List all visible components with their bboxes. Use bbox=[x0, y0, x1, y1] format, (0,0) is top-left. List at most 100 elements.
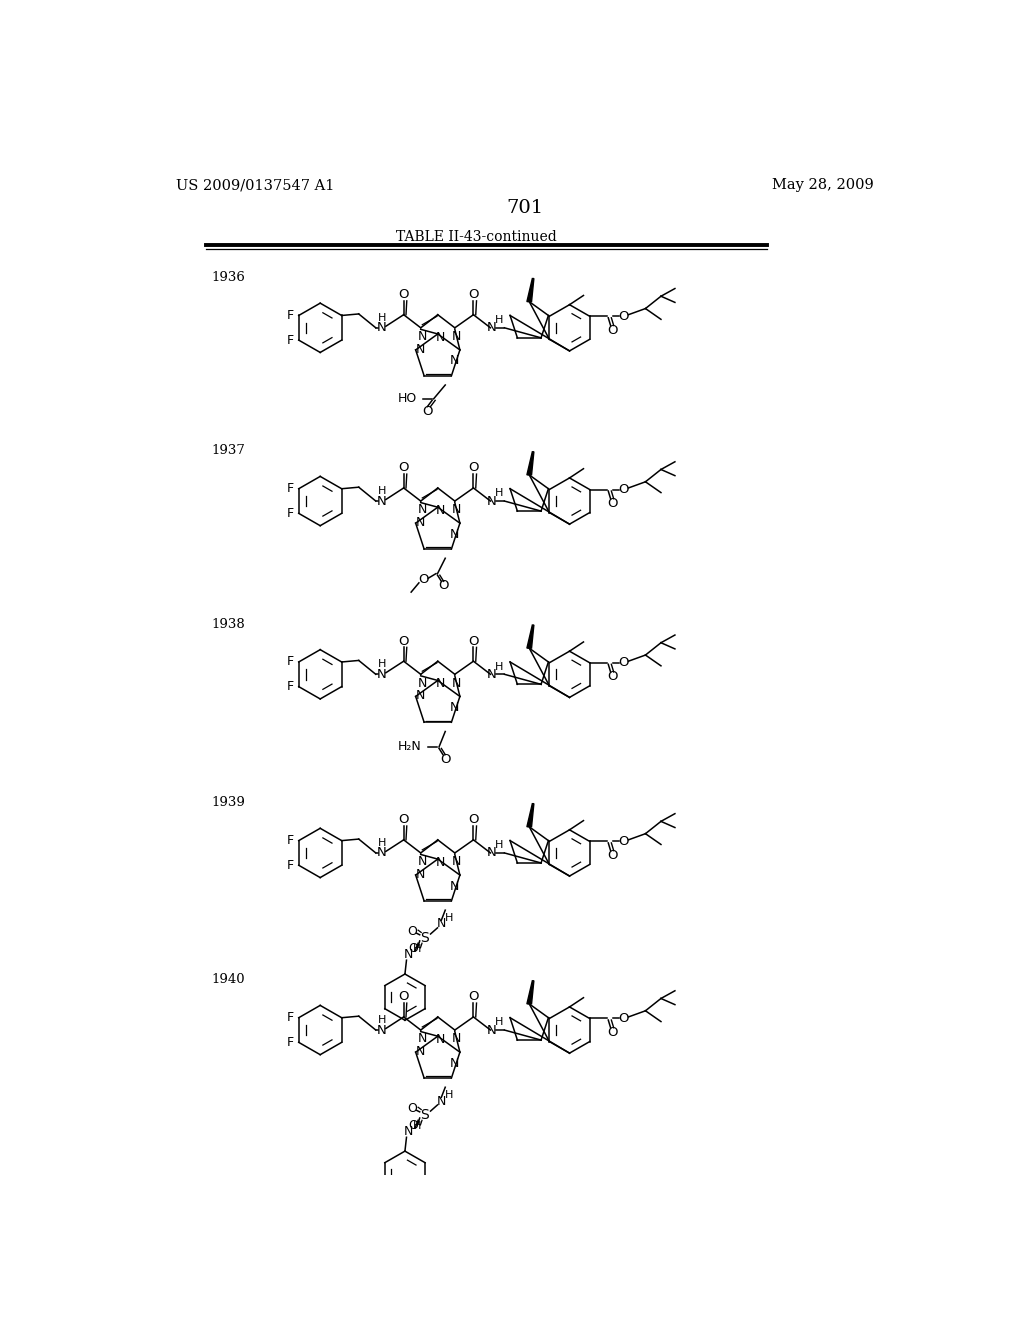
Text: F: F bbox=[287, 1036, 294, 1049]
Text: N: N bbox=[377, 495, 387, 508]
Text: N: N bbox=[487, 668, 497, 681]
Text: N: N bbox=[452, 855, 461, 869]
Text: H: H bbox=[445, 1090, 454, 1100]
Text: N: N bbox=[416, 869, 425, 880]
Text: F: F bbox=[287, 482, 294, 495]
Text: 1940: 1940 bbox=[212, 973, 246, 986]
Text: F: F bbox=[287, 1011, 294, 1024]
Text: 1936: 1936 bbox=[212, 271, 246, 284]
Text: O: O bbox=[607, 323, 618, 337]
Text: H: H bbox=[378, 1015, 386, 1026]
Text: H₂N: H₂N bbox=[398, 741, 422, 754]
Text: N: N bbox=[418, 855, 427, 869]
Text: O: O bbox=[407, 1102, 417, 1115]
Text: O: O bbox=[618, 834, 629, 847]
Text: N: N bbox=[377, 321, 387, 334]
Text: H: H bbox=[495, 661, 503, 672]
Text: O: O bbox=[618, 1012, 629, 1026]
Text: 1939: 1939 bbox=[212, 796, 246, 809]
Text: N: N bbox=[487, 846, 497, 859]
Text: O: O bbox=[398, 462, 409, 474]
Text: H: H bbox=[378, 659, 386, 669]
Text: O: O bbox=[398, 635, 409, 648]
Text: O: O bbox=[618, 483, 629, 496]
Text: O: O bbox=[398, 813, 409, 826]
Text: N: N bbox=[452, 677, 461, 689]
Text: N: N bbox=[451, 528, 460, 541]
Text: N: N bbox=[416, 1045, 425, 1059]
Text: N: N bbox=[416, 689, 425, 702]
Text: O: O bbox=[407, 925, 417, 939]
Text: F: F bbox=[287, 334, 294, 347]
Text: N: N bbox=[487, 1023, 497, 1036]
Text: N: N bbox=[418, 1032, 427, 1045]
Text: F: F bbox=[287, 859, 294, 871]
Text: N: N bbox=[436, 1094, 446, 1107]
Text: O: O bbox=[468, 288, 478, 301]
Text: N: N bbox=[416, 516, 425, 529]
Text: S: S bbox=[420, 1107, 429, 1122]
Text: N: N bbox=[377, 846, 387, 859]
Text: TABLE II-43-continued: TABLE II-43-continued bbox=[396, 230, 557, 244]
Text: N: N bbox=[436, 917, 446, 931]
Text: H: H bbox=[495, 488, 503, 499]
Text: F: F bbox=[287, 309, 294, 322]
Text: 701: 701 bbox=[506, 199, 544, 218]
Polygon shape bbox=[527, 279, 534, 302]
Text: 1937: 1937 bbox=[212, 445, 246, 458]
Text: N: N bbox=[487, 321, 497, 334]
Text: N: N bbox=[436, 1032, 445, 1045]
Text: H: H bbox=[413, 1121, 421, 1131]
Text: N: N bbox=[404, 1126, 414, 1138]
Text: N: N bbox=[377, 1023, 387, 1036]
Text: US 2009/0137547 A1: US 2009/0137547 A1 bbox=[176, 178, 335, 193]
Text: H: H bbox=[378, 486, 386, 496]
Text: O: O bbox=[409, 942, 419, 956]
Text: N: N bbox=[404, 948, 414, 961]
Text: N: N bbox=[452, 330, 461, 343]
Text: N: N bbox=[452, 503, 461, 516]
Text: N: N bbox=[377, 668, 387, 681]
Text: N: N bbox=[436, 855, 445, 869]
Text: H: H bbox=[495, 1018, 503, 1027]
Text: N: N bbox=[418, 677, 427, 689]
Text: N: N bbox=[451, 701, 460, 714]
Text: O: O bbox=[607, 671, 618, 684]
Text: O: O bbox=[468, 635, 478, 648]
Text: N: N bbox=[416, 343, 425, 356]
Text: N: N bbox=[451, 879, 460, 892]
Text: O: O bbox=[438, 579, 449, 593]
Text: F: F bbox=[287, 834, 294, 847]
Text: N: N bbox=[436, 330, 445, 343]
Text: O: O bbox=[409, 1119, 419, 1133]
Text: H: H bbox=[378, 838, 386, 847]
Text: O: O bbox=[468, 462, 478, 474]
Text: O: O bbox=[418, 573, 429, 586]
Text: HO: HO bbox=[397, 392, 417, 405]
Text: O: O bbox=[422, 405, 433, 417]
Text: F: F bbox=[287, 656, 294, 668]
Text: N: N bbox=[418, 503, 427, 516]
Text: N: N bbox=[436, 677, 445, 690]
Text: H: H bbox=[445, 913, 454, 923]
Text: O: O bbox=[607, 1026, 618, 1039]
Text: O: O bbox=[468, 990, 478, 1003]
Text: O: O bbox=[398, 990, 409, 1003]
Text: O: O bbox=[398, 288, 409, 301]
Text: O: O bbox=[618, 656, 629, 669]
Text: H: H bbox=[495, 315, 503, 325]
Text: N: N bbox=[452, 1032, 461, 1045]
Text: O: O bbox=[618, 310, 629, 323]
Text: H: H bbox=[378, 313, 386, 323]
Text: O: O bbox=[468, 813, 478, 826]
Text: N: N bbox=[487, 495, 497, 508]
Text: O: O bbox=[440, 752, 451, 766]
Text: May 28, 2009: May 28, 2009 bbox=[772, 178, 873, 193]
Text: N: N bbox=[436, 504, 445, 517]
Text: F: F bbox=[287, 680, 294, 693]
Polygon shape bbox=[527, 626, 534, 648]
Polygon shape bbox=[527, 451, 534, 475]
Text: N: N bbox=[451, 1056, 460, 1069]
Polygon shape bbox=[527, 981, 534, 1003]
Text: S: S bbox=[420, 931, 429, 945]
